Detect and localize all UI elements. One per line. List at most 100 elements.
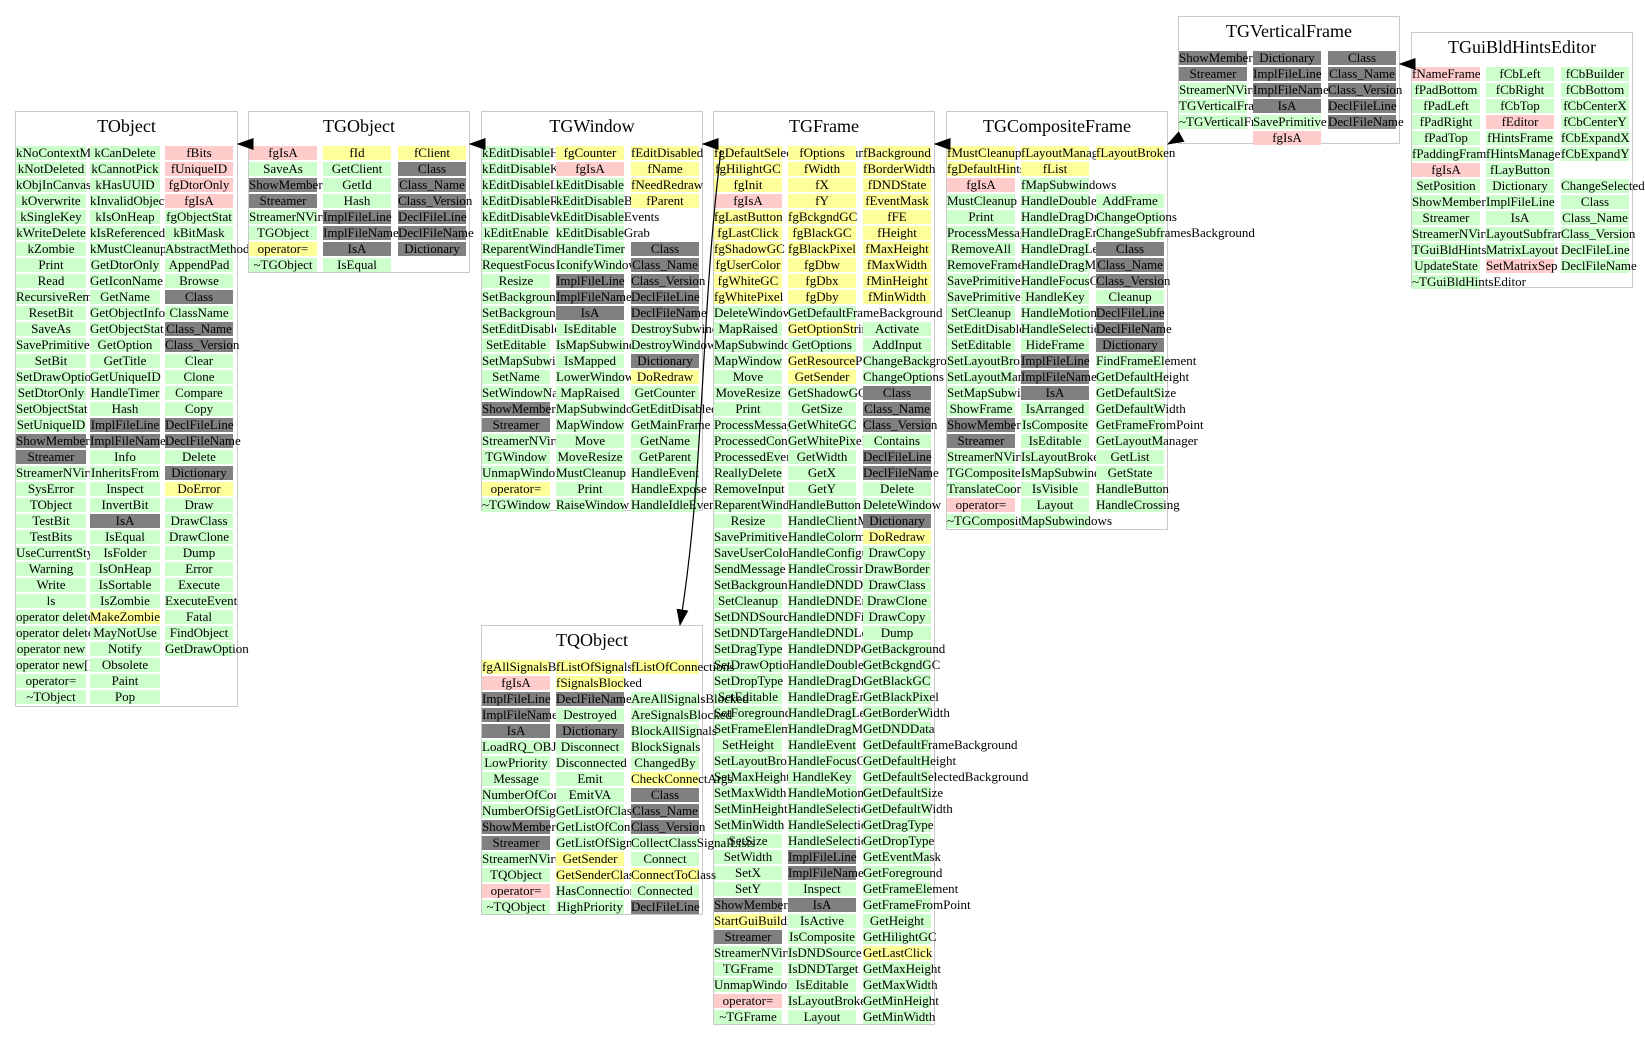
member-getobjectinfo: GetObjectInfo: [90, 305, 166, 320]
member-tgwindow: TGWindow: [482, 450, 550, 464]
member-declfileline: DeclFileLine: [1561, 242, 1630, 257]
member-blank: [631, 210, 699, 224]
member-getborderwidth: GetBorderWidth: [863, 705, 950, 720]
member-implfilename: ImplFileName: [1253, 82, 1329, 97]
member-isa: IsA: [556, 306, 624, 320]
member-fgisa: fgIsA: [556, 162, 624, 176]
member-getname: GetName: [90, 290, 160, 304]
class-title: TGObject: [323, 116, 395, 136]
member-operator-delete: operator delete: [16, 609, 94, 624]
member-setmapsubwindows: SetMapSubwindows: [947, 385, 1055, 400]
member-getuniqueid: GetUniqueID: [90, 369, 161, 384]
member-getlistofsignals: GetListOfSignals: [556, 835, 647, 850]
member-delete: Delete: [863, 482, 931, 496]
member-fgisa: fgIsA: [947, 178, 1015, 192]
member-kisreferenced: kIsReferenced: [90, 225, 166, 240]
member-fpaddingframe: fPaddingFrame: [1412, 146, 1493, 161]
member-dictionary: Dictionary: [863, 514, 931, 528]
member-blank: [631, 676, 699, 690]
member-showmembers: ShowMembers: [1179, 50, 1258, 65]
member-column: fNameFrame fPadBottom fPadLeft fPadRight fPa…: [1412, 67, 1526, 289]
member-column: kNoContextMenu kNotDeleted kObjInCanvas kOv…: [16, 146, 111, 704]
member-numberofsignals: NumberOfSignals: [482, 803, 577, 818]
member-column: Class Class_Name Class_Version DeclFileLine…: [1328, 51, 1404, 129]
member-koverwrite: kOverwrite: [16, 194, 86, 208]
member-matrixlayout: MatrixLayout: [1486, 242, 1559, 257]
member-print: Print: [714, 402, 782, 416]
member-streamer: Streamer: [16, 450, 86, 464]
member-getwhitegc: GetWhiteGC: [788, 417, 857, 432]
member-fgshadowgc: fgShadowGC: [714, 241, 785, 256]
member-implfilename: ImplFileName: [482, 707, 558, 722]
member-isa: IsA: [482, 724, 550, 738]
member-ismapped: IsMapped: [556, 354, 624, 368]
member-class-name: Class_Name: [165, 321, 233, 336]
member-implfileline: ImplFileLine: [1486, 194, 1555, 209]
member-info: Info: [90, 450, 160, 464]
member-unmapwindow: UnmapWindow: [714, 977, 797, 992]
member-fname: fName: [631, 162, 699, 176]
member-column: fgAllSignalsBlocked fgIsA ImplFileLine Impl…: [482, 660, 603, 914]
member-mapraised: MapRaised: [714, 322, 782, 336]
member-move: Move: [556, 434, 624, 448]
member-getsize: GetSize: [788, 402, 856, 416]
member-fcbcentery: fCbCenterY: [1561, 115, 1629, 129]
member-setbackgroundcolor: SetBackgroundColor: [482, 289, 592, 304]
member-getframefrompoint: GetFrameFromPoint: [863, 897, 971, 912]
member-handleidleevent: HandleIdleEvent: [631, 497, 720, 512]
member-write: Write: [16, 578, 86, 592]
member-fpadleft: fPadLeft: [1412, 99, 1480, 113]
member-fgwhitegc: fgWhiteGC: [714, 274, 782, 288]
member-getframefrompoint: GetFrameFromPoint: [1096, 417, 1204, 432]
member-knotdeleted: kNotDeleted: [16, 161, 86, 176]
member-handledragdrop: HandleDragDrop: [1021, 209, 1112, 224]
member-handlebutton: HandleButton: [1096, 481, 1169, 496]
class-title: TGCompositeFrame: [983, 116, 1131, 136]
member-iseditable: IsEditable: [1021, 434, 1089, 448]
member-dictionary: Dictionary: [398, 242, 466, 256]
member-destroyed: Destroyed: [556, 708, 624, 722]
member-fminheight: fMinHeight: [863, 274, 931, 288]
member-keditdisablelayout: kEditDisableLayout: [482, 177, 587, 192]
member-showframe: ShowFrame: [947, 402, 1015, 416]
member-iszombie: IsZombie: [90, 594, 160, 608]
member-fparent: fParent: [631, 194, 699, 208]
member-drawclone: DrawClone: [863, 594, 931, 608]
member-ismapsubwindows: IsMapSubwindows: [1021, 465, 1122, 480]
member-fhintsmanager: fHintsManager: [1486, 146, 1565, 161]
member-flistofconnections: fListOfConnections: [631, 659, 735, 674]
member-layoutsubframes: LayoutSubframes: [1486, 226, 1579, 241]
member-mapwindow: MapWindow: [556, 417, 625, 432]
member-compare: Compare: [165, 386, 233, 400]
member-hideframe: HideFrame: [1021, 338, 1089, 352]
member-handleselection: HandleSelection: [1021, 321, 1107, 336]
member-connect: Connect: [631, 852, 699, 866]
member-getid: GetId: [323, 178, 391, 192]
member-implfileline: ImplFileLine: [1253, 66, 1322, 81]
member-processmessage: ProcessMessage: [714, 417, 800, 432]
member-kcandelete: kCanDelete: [90, 146, 160, 160]
member-layout: Layout: [788, 1010, 856, 1024]
member-paint: Paint: [90, 674, 160, 688]
member-read: Read: [16, 274, 86, 288]
member-drawclone: DrawClone: [165, 530, 233, 544]
member-highpriority: HighPriority: [556, 899, 624, 914]
member-tgcompositeframe: ~TGCompositeFrame: [947, 513, 1061, 528]
member-fcbbuilder: fCbBuilder: [1561, 67, 1629, 81]
member-saveprimitive: SavePrimitive: [1253, 114, 1327, 129]
member-operator: operator=: [714, 994, 782, 1008]
member-changebackground: ChangeBackground: [863, 353, 967, 368]
member-mapwindow: MapWindow: [714, 353, 783, 368]
member-getdefaultheight: GetDefaultHeight: [863, 753, 957, 768]
member-setlayoutbroken: SetLayoutBroken: [714, 753, 806, 768]
member-inspect: Inspect: [90, 482, 160, 496]
member-reallydelete: ReallyDelete: [714, 465, 782, 480]
member-changeselected: ChangeSelected: [1561, 178, 1645, 193]
member-getclient: GetClient: [323, 162, 391, 176]
member-implfilename: ImplFileName: [556, 289, 632, 304]
member-class-version: Class_Version: [165, 337, 240, 352]
member-operator: operator=: [16, 674, 86, 688]
member-error: Error: [165, 562, 233, 576]
member-iseditable: IsEditable: [556, 322, 624, 336]
class-box-tgobject: TGObject fgIsA SaveAs ShowMembers Streamer St…: [248, 111, 474, 273]
